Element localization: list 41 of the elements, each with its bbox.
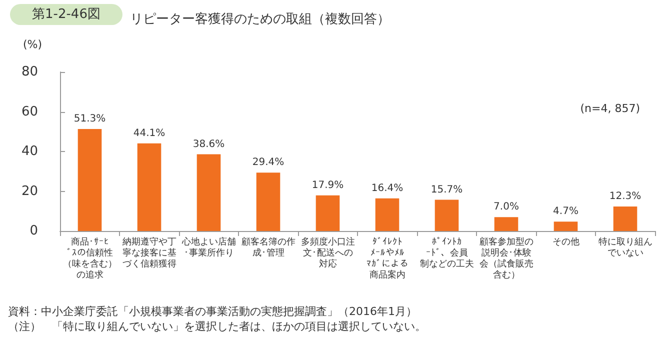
data-label: 7.0% [494, 202, 519, 213]
text: （注） 「特に取り組んでいない」を選択した者は、ほかの項目は選択していない。 [8, 320, 426, 333]
data-label: 44.1% [133, 128, 166, 139]
chart-title: リピーター客獲得のための取組（複数回答） [130, 11, 390, 27]
x-tick-label: ﾎﾟｲﾝﾄｶｰﾄﾞ、会員制などの工夫 [420, 236, 474, 270]
y-axis-title: (%) [22, 38, 42, 51]
x-tick-label: 納期遵守や丁寧な接客に基づく信頼獲得 [122, 236, 176, 270]
data-label: 16.4% [371, 182, 404, 194]
bar [137, 143, 162, 231]
y-tick-label: 80 [21, 64, 38, 80]
data-label: 12.3% [609, 191, 642, 202]
bar [613, 206, 638, 231]
x-tick-label: その他 [552, 236, 580, 248]
x-tick-label: 多頻度小口注文･配送への対応 [300, 236, 355, 270]
y-tick-label: 20 [21, 184, 38, 199]
y-tick-label: 0 [30, 224, 38, 238]
data-label: 38.6% [192, 138, 225, 150]
bar [434, 200, 459, 231]
x-tick-label: 特に取り組んでいない [598, 236, 652, 258]
bar [494, 217, 518, 231]
x-tick-label: 顧客名簿の作成･管理 [241, 236, 296, 258]
bar [554, 222, 578, 231]
data-label: 17.9% [312, 180, 344, 191]
text: 資料：中小企業庁委託「小規模事業者の事業活動の実態把握調査」（2016年1月） [8, 305, 417, 318]
bar [316, 195, 340, 231]
bar [375, 198, 400, 231]
data-label: 51.3% [74, 114, 106, 125]
bar [256, 172, 280, 231]
x-tick-label: 心地よい店舗･事業所作り [180, 236, 236, 258]
data-label: 15.7% [430, 184, 463, 196]
bar [196, 154, 221, 231]
bar [78, 129, 102, 231]
x-tick-label: ﾀﾞｲﾚｸﾄﾒｰﾙやﾒﾙﾏｶﾞによる商品案内 [366, 236, 408, 280]
data-label: 4.7% [553, 206, 578, 218]
data-label: 29.4% [252, 157, 284, 168]
annotation: (n=4, 857) [580, 102, 640, 115]
y-tick-label: 60 [21, 104, 38, 120]
x-tick-label: 顧客参加型の説明会･体験会（試食販売含む） [479, 236, 534, 280]
x-tick-label: 商品･ｻｰﾋﾞｽの信頼性（味を含む）の追求 [62, 236, 117, 280]
y-tick-label: 40 [21, 144, 38, 159]
chart-subtitle: 第1-2-46図 [32, 7, 100, 22]
